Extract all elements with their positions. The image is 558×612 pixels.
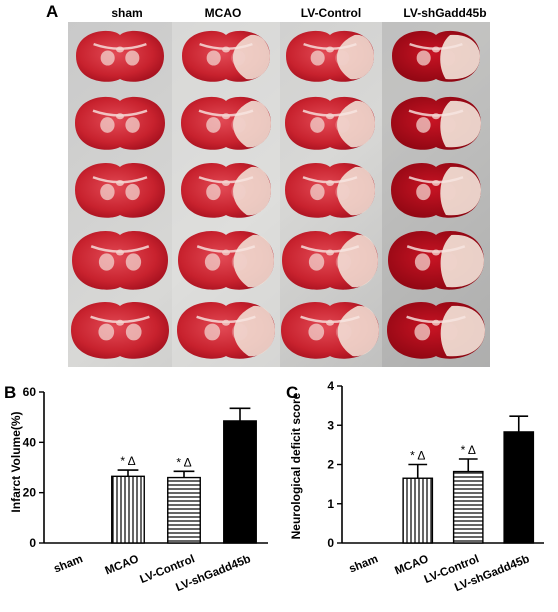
brain-slice: [285, 96, 375, 150]
chart-c-ylabel: Neurological deficit score: [289, 392, 303, 539]
chart-c-error-bar: [408, 463, 428, 479]
chart-b-infarct-volume: B Infarct Volume(%) 0 20 40 60 sham * Δ MCAO * …: [4, 383, 268, 594]
column-header-mcao: MCAO: [204, 6, 242, 20]
chart-c-error-bar: [509, 415, 529, 432]
column-header-lv-control: LV-Control: [300, 6, 362, 20]
brain-slice: [391, 96, 481, 150]
chart-b-error-bar: [117, 469, 139, 477]
brain-slice: [76, 30, 164, 82]
chart-b-significance-label: * Δ: [120, 454, 135, 468]
brain-slice: [281, 301, 379, 359]
brain-slice: [182, 30, 270, 82]
chart-b-bar: [167, 476, 201, 544]
panel-a-letter: A: [46, 2, 59, 21]
brain-slice: [75, 162, 165, 218]
brain-slice: [181, 96, 271, 150]
column-header-sham: sham: [111, 6, 143, 20]
brain-slice: [285, 162, 375, 218]
chart-c-tick-label: 4: [327, 380, 334, 393]
chart-b-significance-label: * Δ: [176, 455, 191, 469]
panel-b-letter: B: [4, 383, 16, 402]
panel-c-letter: C: [286, 383, 298, 402]
chart-b-ylabel: Infarct Volume(%): [9, 411, 23, 512]
brain-slice: [391, 162, 481, 218]
brain-slice: [181, 162, 271, 218]
chart-c-bar: [503, 431, 535, 544]
chart-c-tick-label: 3: [327, 418, 334, 432]
chart-c-bar: [402, 477, 434, 544]
brain-slices-photo: [68, 22, 490, 367]
chart-b-category-label: sham: [52, 553, 84, 575]
chart-c-neuro-score: C Neurological deficit score 0 1 2 3 4 sham * …: [286, 380, 544, 594]
chart-b-tick-label: 20: [23, 486, 37, 500]
chart-c-tick-label: 1: [327, 497, 334, 511]
chart-b-bar: [111, 475, 145, 544]
brain-slice: [387, 301, 485, 359]
chart-b-tick-label: 40: [23, 435, 37, 449]
brain-slice: [75, 96, 165, 150]
chart-b-category-label: MCAO: [103, 553, 140, 577]
brain-slice: [72, 231, 168, 290]
chart-b-error-bar: [229, 407, 251, 421]
chart-b-error-bar: [173, 470, 195, 478]
chart-c-tick-label: 2: [327, 458, 334, 472]
chart-c-tick-label: 0: [327, 536, 334, 550]
brain-slice: [71, 301, 169, 359]
chart-c-significance-label: * Δ: [410, 449, 425, 463]
brain-slice: [388, 231, 484, 290]
chart-c-category-label: sham: [347, 553, 379, 575]
brain-slice: [178, 231, 274, 290]
chart-b-bar: [223, 420, 257, 544]
brain-slice: [177, 301, 275, 359]
chart-c-bar: [452, 470, 484, 544]
brain-slice: [286, 30, 374, 82]
chart-b-tick-label: 60: [23, 385, 37, 399]
brain-slice: [282, 231, 378, 290]
chart-c-error-bar: [458, 458, 478, 472]
brain-slice: [392, 30, 480, 82]
chart-c-significance-label: * Δ: [461, 443, 476, 457]
column-header-lv-shgadd45b: LV-shGadd45b: [403, 6, 487, 20]
chart-b-tick-label: 0: [29, 536, 36, 550]
